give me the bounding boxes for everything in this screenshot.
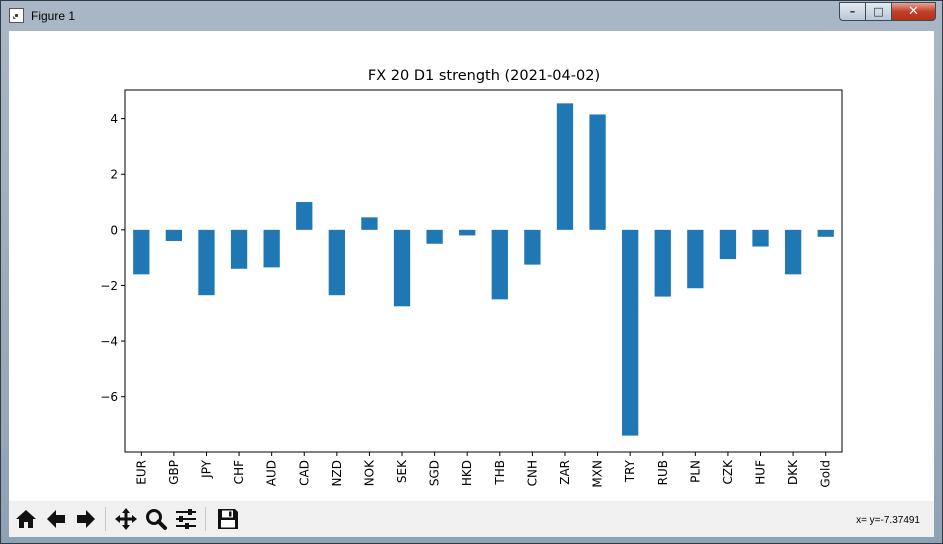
navigation-toolbar: x= y=-7.37491	[9, 501, 934, 537]
zoom-icon	[146, 509, 167, 530]
x-tick-label: PLN	[688, 460, 702, 483]
zoom-button[interactable]	[143, 506, 169, 532]
bar-czk	[719, 229, 737, 260]
bar-eur	[133, 229, 150, 275]
bar-rub	[654, 229, 671, 297]
x-tick-label: CAD	[297, 460, 311, 486]
bar-try	[622, 229, 639, 436]
bar-zar	[556, 103, 574, 230]
y-tick-label: 4	[110, 112, 118, 126]
matplotlib-app-icon	[9, 8, 24, 23]
maximize-icon: □	[873, 5, 884, 18]
x-tick-label: RUB	[656, 460, 670, 485]
save-icon	[218, 509, 238, 529]
close-icon: ✕	[908, 4, 919, 19]
subplots-button[interactable]	[173, 506, 199, 532]
bar-hkd	[459, 229, 476, 236]
bar-huf	[752, 229, 769, 247]
x-tick-label: AUD	[265, 460, 279, 486]
bar-pln	[687, 229, 704, 289]
x-tick-label: THB	[493, 460, 507, 486]
forward-arrow-icon	[77, 510, 95, 528]
bar-chf	[230, 229, 248, 269]
bar-aud	[263, 229, 280, 268]
x-tick-label: SEK	[395, 459, 409, 483]
x-tick-label: SGD	[428, 460, 442, 486]
toolbar-separator	[105, 507, 106, 531]
subplots-icon	[176, 509, 196, 529]
bar-cnh	[524, 229, 541, 265]
back-button[interactable]	[43, 506, 69, 532]
x-tick-label: HUF	[754, 460, 768, 485]
x-tick-label: EUR	[134, 460, 148, 485]
save-button[interactable]	[215, 506, 241, 532]
home-icon	[16, 510, 36, 528]
back-arrow-icon	[47, 510, 65, 528]
figure-canvas[interactable]: FX 20 D1 strength (2021-04-02) 4 2 0 −2 −4 −6…	[9, 31, 934, 537]
bar-gold	[817, 229, 834, 237]
bar-nzd	[328, 229, 345, 296]
bar-sgd	[426, 229, 443, 244]
bar-jpy	[198, 229, 215, 296]
toolbar-separator	[205, 507, 206, 531]
y-tick-label: 0	[110, 223, 118, 237]
axes-frame	[124, 89, 843, 453]
minimize-icon: –	[849, 5, 856, 18]
x-tick-label: CNH	[525, 460, 539, 486]
y-tick-label: −4	[100, 335, 118, 349]
x-tick-label: CZK	[721, 459, 735, 485]
forward-button[interactable]	[73, 506, 99, 532]
x-tick-label: JPY	[199, 459, 213, 479]
x-tick-label: ZAR	[558, 460, 572, 485]
y-tick-label: 2	[110, 168, 118, 182]
bar-dkk	[784, 229, 802, 275]
bar-thb	[491, 229, 508, 300]
bar-chart: FX 20 D1 strength (2021-04-02) 4 2 0 −2 −4 −6…	[100, 68, 843, 488]
bar-cad	[296, 202, 313, 230]
bar-mxn	[589, 114, 606, 230]
x-tick-label: MXN	[591, 460, 605, 488]
x-tick-label: CHF	[232, 460, 246, 484]
maximize-button[interactable]: □	[866, 2, 892, 21]
home-button[interactable]	[13, 506, 39, 532]
bar-sek	[393, 229, 411, 307]
pan-icon	[115, 508, 137, 530]
x-tick-label: NZD	[330, 460, 344, 486]
x-tick-label: NOK	[362, 459, 376, 486]
close-button[interactable]: ✕	[892, 2, 936, 21]
x-tick-label: Gold	[819, 460, 833, 488]
minimize-button[interactable]: –	[839, 2, 866, 21]
x-tick-label: DKK	[786, 459, 800, 485]
x-tick-label: GBP	[167, 460, 181, 485]
y-tick-label: −6	[100, 390, 118, 404]
window-title: Figure 1	[31, 9, 76, 23]
title-bar[interactable]: Figure 1 – □ ✕	[1, 1, 942, 31]
y-tick-label: −2	[100, 279, 118, 293]
bar-gbp	[165, 229, 183, 241]
chart-title: FX 20 D1 strength (2021-04-02)	[368, 68, 600, 84]
x-tick-label: TRY	[623, 459, 637, 483]
pan-button[interactable]	[113, 506, 139, 532]
window-controls: – □ ✕	[839, 2, 936, 22]
bar-nok	[361, 217, 378, 230]
x-tick-label: HKD	[460, 460, 474, 486]
cursor-coordinates-readout: x= y=-7.37491	[856, 515, 920, 526]
